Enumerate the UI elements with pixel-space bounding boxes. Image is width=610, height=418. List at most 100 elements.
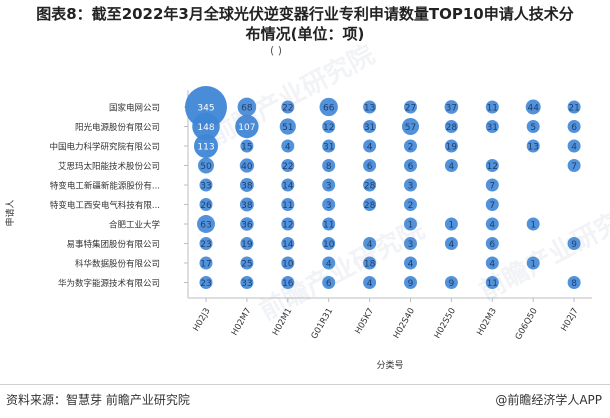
bubble-point: 15 xyxy=(240,139,254,153)
bubble-circle xyxy=(322,159,336,172)
bubble-circle xyxy=(363,276,377,289)
bubble-label: 5 xyxy=(530,123,536,133)
bubble-label: 3 xyxy=(408,181,414,191)
bubble-circle xyxy=(404,237,417,250)
bubble-label: 11 xyxy=(323,220,334,230)
bubble-point: 14 xyxy=(281,237,295,250)
bubble-circle xyxy=(193,133,219,159)
bubble-label: 50 xyxy=(200,162,212,172)
bubble-label: 37 xyxy=(446,103,457,113)
bubble-circle xyxy=(319,97,338,117)
bubble-label: 4 xyxy=(367,279,373,289)
bubble-circle xyxy=(485,120,499,133)
bubble-circle xyxy=(526,139,540,153)
bubble-label: 4 xyxy=(408,259,414,269)
bubble-circle xyxy=(444,276,458,289)
bubble-label: 31 xyxy=(323,142,334,152)
bubble-point: 4 xyxy=(322,256,336,270)
bubble-point: 1 xyxy=(404,217,417,231)
bubble-circle xyxy=(322,198,336,211)
chart-grid xyxy=(184,90,592,302)
y-tick-label: 阳光电源股份有限公司 xyxy=(75,122,160,133)
bubble-point: 7 xyxy=(485,198,499,211)
bubble-point: 10 xyxy=(281,256,295,270)
bubble-label: 3 xyxy=(326,201,332,211)
source-note: 资料来源：智慧芽 前瞻产业研究院 xyxy=(6,393,190,407)
bubble-point: 11 xyxy=(322,217,336,231)
bubble-circle xyxy=(363,198,377,211)
bubble-label: 1 xyxy=(530,259,536,269)
bubble-label: 11 xyxy=(282,201,293,211)
bubble-label: 13 xyxy=(527,142,538,152)
brand-credit: @前瞻经济学人APP xyxy=(495,393,602,407)
bubble-point: 57 xyxy=(401,117,420,136)
bubble-circle xyxy=(567,159,581,172)
bubble-label: 3 xyxy=(408,240,414,250)
bubble-circle xyxy=(485,276,499,289)
bubble-circle xyxy=(404,178,417,192)
bubble-circle xyxy=(239,197,254,212)
bubble-point: 6 xyxy=(363,159,377,172)
bubble-label: 4 xyxy=(367,240,373,250)
bubble-point: 28 xyxy=(363,178,377,192)
bubble-point: 19 xyxy=(240,237,254,250)
x-tick-label: H02J7 xyxy=(559,307,580,334)
bubble-point: 107 xyxy=(235,114,259,139)
bubble-circle xyxy=(281,276,295,289)
bubble-point: 4 xyxy=(485,256,499,270)
bubble-point: 3 xyxy=(404,237,417,250)
bubble-point: 3 xyxy=(322,198,336,211)
y-tick-label: 科华数据股份有限公司 xyxy=(75,259,160,270)
bubble-point: 11 xyxy=(485,276,499,289)
bubble-circle xyxy=(279,118,296,135)
bubble-circle xyxy=(198,157,214,174)
bubble-point: 4 xyxy=(444,237,458,250)
bubble-circle xyxy=(199,256,213,270)
bubble-circle xyxy=(322,237,336,250)
bubble-label: 1 xyxy=(449,220,455,230)
bubble-label: 51 xyxy=(282,123,293,133)
y-tick-label: 华为数字能源技术有限公司 xyxy=(58,278,160,289)
bubble-label: 28 xyxy=(364,181,376,191)
bubble-label: 19 xyxy=(241,240,253,250)
bubble-point: 4 xyxy=(281,139,295,153)
bubble-label: 27 xyxy=(405,103,416,113)
bubble-circle xyxy=(444,100,459,114)
bubble-label: 9 xyxy=(571,240,577,250)
bubble-circle xyxy=(199,198,213,211)
bubble-circle xyxy=(526,217,540,231)
bubble-label: 3 xyxy=(326,181,332,191)
bubble-circle xyxy=(240,276,254,289)
bubble-point: 8 xyxy=(567,276,581,289)
bubble-circle xyxy=(404,198,417,211)
bubble-label: 21 xyxy=(568,103,579,113)
bubble-point: 8 xyxy=(322,159,336,172)
bubble-circle xyxy=(197,215,215,233)
bubble-circle xyxy=(404,276,417,289)
x-tick-labels: H02J3 H02M7 H02M1 G01R31 H05K7 H02S40 H02S50 H0… xyxy=(191,307,580,342)
bubble-circle xyxy=(567,237,581,250)
bubble-label: 22 xyxy=(282,103,293,113)
bubble-label: 107 xyxy=(238,123,255,133)
bubble-circle xyxy=(281,217,295,231)
bubble-circle xyxy=(485,178,499,192)
bubble-label: 11 xyxy=(487,103,498,113)
bubble-circle xyxy=(444,139,458,153)
bubble-label: 8 xyxy=(571,279,577,289)
bubble-point: 68 xyxy=(237,97,257,117)
bubble-circle xyxy=(281,198,295,211)
bubble-point: 12 xyxy=(322,120,336,133)
bubble-point: 4 xyxy=(363,139,377,153)
y-tick-label: 特变电工新疆新能源股份有... xyxy=(50,181,160,192)
bubble-point: 44 xyxy=(525,99,541,115)
bubble-circle xyxy=(363,178,377,192)
bubble-point: 28 xyxy=(363,198,377,211)
bubble-label: 8 xyxy=(326,162,332,172)
bubble-point: 33 xyxy=(240,276,254,289)
bubble-label: 7 xyxy=(571,162,577,172)
y-tick-label: 艾思玛太阳能技术股份公司 xyxy=(58,161,160,172)
bubble-point: 1 xyxy=(444,217,458,231)
bubble-point: 113 xyxy=(193,133,219,159)
bubble-point: 18 xyxy=(363,256,377,270)
bubble-point: 51 xyxy=(279,118,296,135)
